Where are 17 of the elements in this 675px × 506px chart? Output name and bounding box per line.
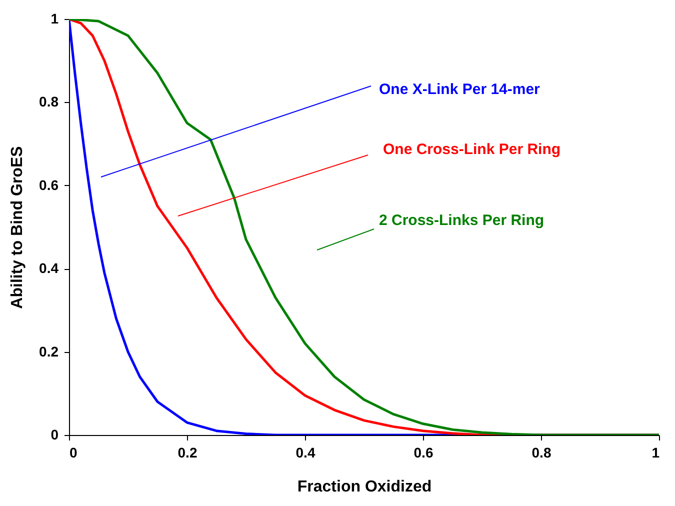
annotation: One Cross-Link Per Ring: [383, 141, 561, 158]
x-tick-label: 0.8: [532, 444, 552, 460]
x-tick-label: 0.6: [414, 444, 434, 460]
x-tick-label: 0.2: [178, 444, 198, 460]
y-axis-title: Ability to Bind GroES: [9, 146, 26, 309]
y-tick-label: 0.8: [39, 94, 59, 110]
x-tick-label: 0: [70, 444, 78, 460]
annotation: 2 Cross-Links Per Ring: [379, 212, 544, 229]
y-tick-label: 0.6: [39, 176, 59, 193]
y-tick-label: 0.2: [39, 343, 59, 360]
x-axis-title: Fraction Oxidized: [297, 478, 432, 496]
x-tick-label: 1: [652, 444, 660, 460]
annotation: One X-Link Per 14-mer: [379, 81, 540, 98]
y-tick-label: 1: [50, 10, 59, 26]
y-tick-label: 0: [50, 426, 59, 442]
x-tick-label: 0.4: [296, 444, 316, 460]
y-tick-label: 0.4: [39, 260, 59, 276]
